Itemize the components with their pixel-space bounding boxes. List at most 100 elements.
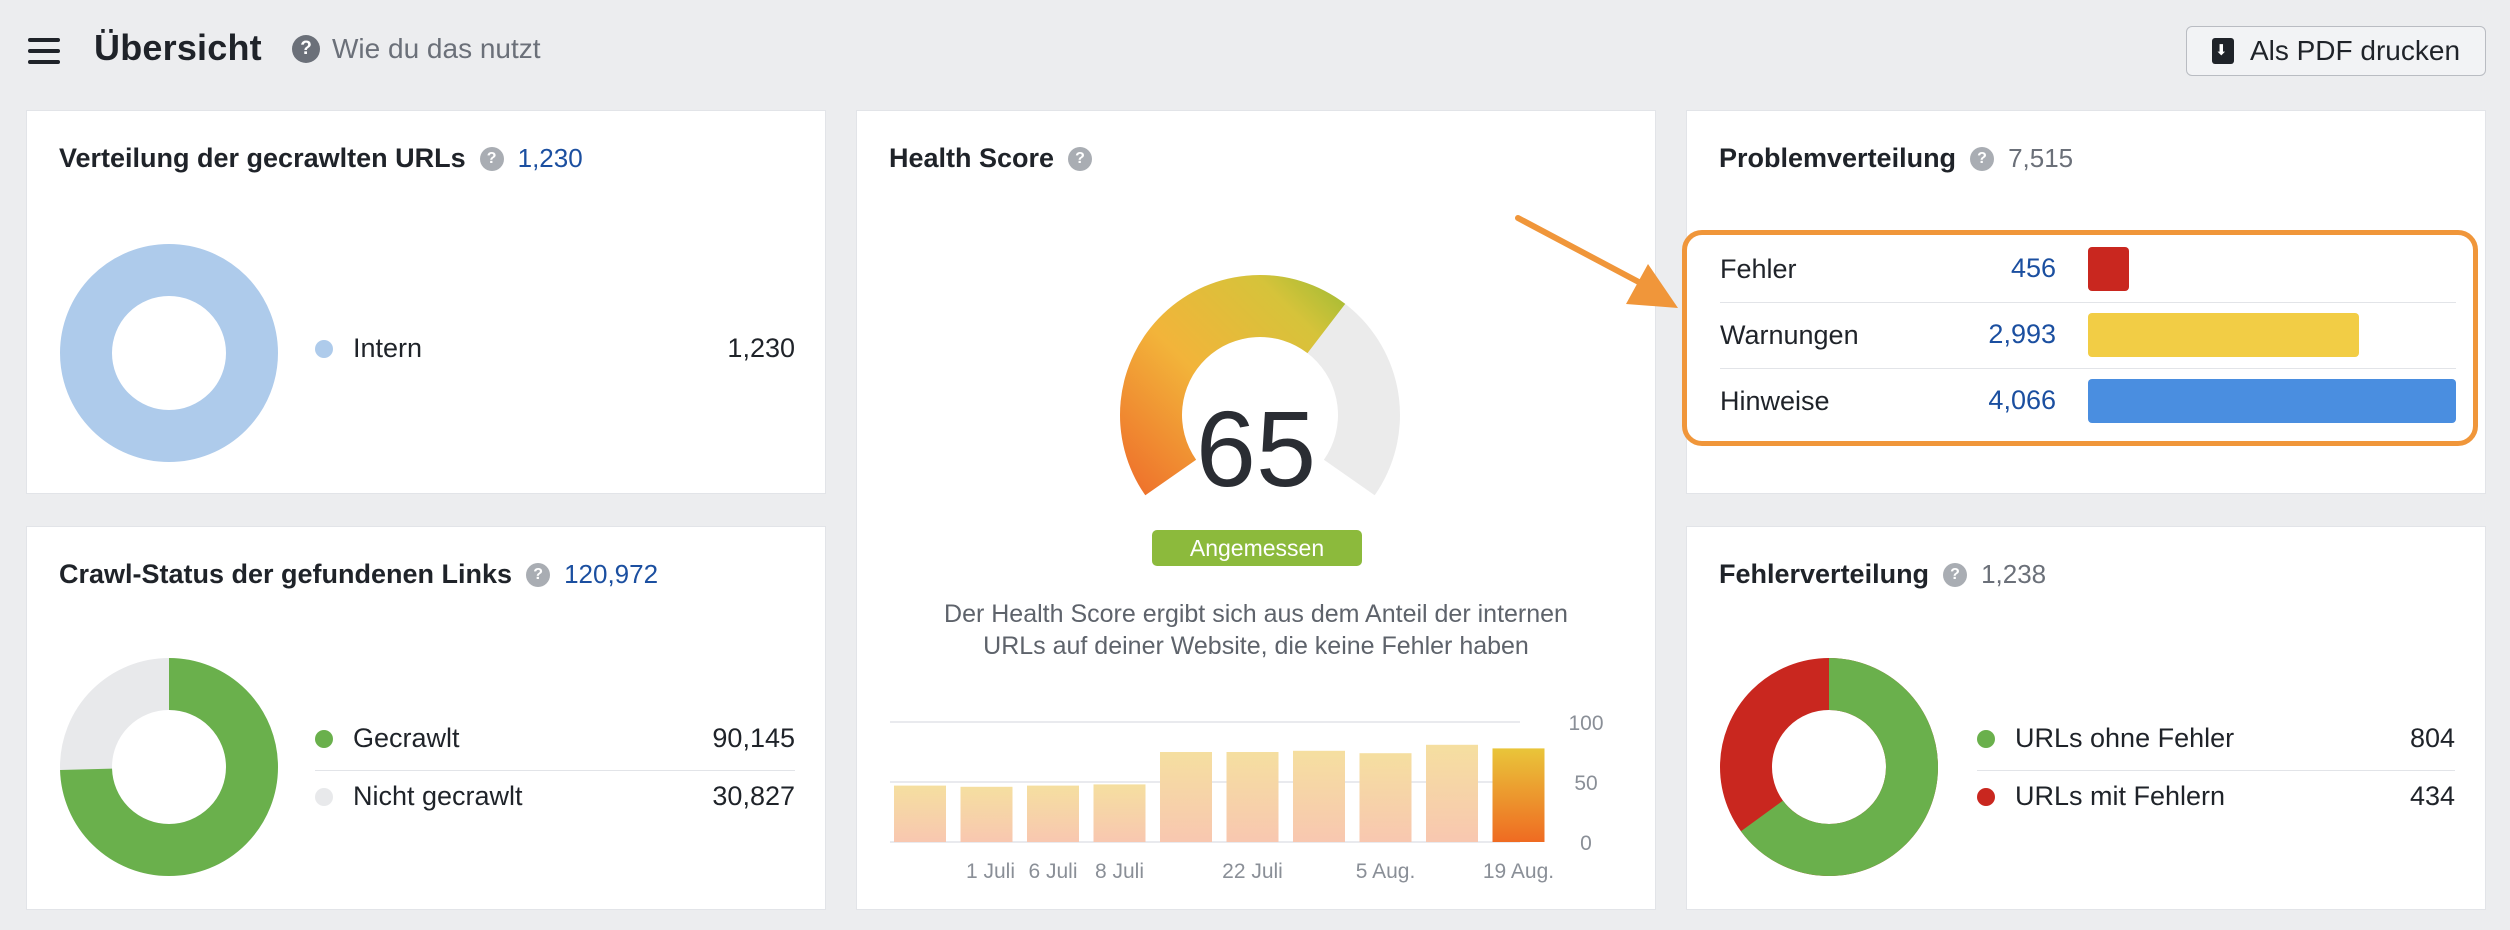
problem-row-hinweise[interactable]: Hinweise	[1720, 368, 2456, 434]
legend-item-not-crawled[interactable]: Nicht gecrawlt 30,827	[315, 781, 795, 812]
crawl-status-title: Crawl-Status der gefundenen Links	[59, 559, 513, 589]
problem-distribution-count: 7,515	[2008, 143, 2074, 173]
crawl-status-count[interactable]: 120,972	[564, 559, 659, 589]
history-bar[interactable]	[1160, 752, 1212, 842]
problem-bar	[2088, 247, 2129, 291]
crawled-urls-count[interactable]: 1,230	[517, 143, 583, 173]
error-distribution-header: Fehlerverteilung ? 1,238	[1719, 559, 2046, 590]
history-bar[interactable]	[960, 786, 1013, 842]
health-score-title: Health Score	[889, 143, 1055, 173]
history-bar[interactable]	[1492, 748, 1545, 842]
history-bar[interactable]	[1093, 784, 1146, 842]
x-tick-label: 1 Juli	[966, 860, 1015, 883]
help-link[interactable]: ? Wie du das nutzt	[292, 33, 541, 65]
crawl-status-header: Crawl-Status der gefundenen Links ? 120,…	[59, 559, 658, 590]
crawled-urls-title: Verteilung der gecrawlten URLs	[59, 143, 466, 173]
legend-dot	[315, 339, 333, 358]
problem-label: Warnungen	[1720, 319, 1859, 350]
legend-label: Gecrawlt	[353, 723, 460, 753]
x-tick-label: 19 Aug.	[1483, 860, 1554, 883]
gauge-fill	[1120, 275, 1346, 496]
problem-count[interactable]: 2,993	[1988, 319, 2056, 349]
history-bar[interactable]	[1226, 752, 1279, 842]
description-line: URLs auf deiner Website, die keine Fehle…	[983, 632, 1529, 660]
page-title: Übersicht	[94, 27, 262, 68]
x-tick-label: 6 Juli	[1028, 860, 1077, 883]
legend-value: 1,230	[727, 333, 795, 363]
history-bar[interactable]	[1027, 785, 1079, 842]
crawled-urls-header: Verteilung der gecrawlten URLs ? 1,230	[59, 143, 583, 174]
highlight-box	[1682, 230, 2478, 446]
crawled-urls-donut	[60, 244, 278, 462]
download-icon	[2211, 38, 2234, 64]
legend-value: 30,827	[712, 781, 795, 811]
crawled-urls-card: Verteilung der gecrawlten URLs ? 1,230 I…	[26, 110, 826, 494]
help-label: Wie du das nutzt	[332, 33, 541, 64]
error-distribution-title: Fehlerverteilung	[1719, 559, 1930, 589]
problem-label: Fehler	[1720, 253, 1797, 284]
crawl-status-donut	[60, 658, 278, 876]
health-status-badge: Angemessen	[1152, 530, 1362, 566]
legend-item-intern[interactable]: Intern 1,230	[315, 333, 795, 364]
problem-label: Hinweise	[1720, 385, 1830, 416]
health-score-description: Der Health Score ergibt sich aus dem Ant…	[856, 598, 1656, 662]
x-tick-label: 22 Juli	[1222, 860, 1283, 883]
problem-distribution-header: Problemverteilung ? 7,515	[1719, 143, 2073, 174]
legend-label: URLs ohne Fehler	[2015, 723, 2235, 753]
divider	[1720, 302, 2456, 303]
health-score-value: 65	[1195, 388, 1317, 509]
legend-dot	[1977, 787, 1995, 806]
health-score-gauge	[1120, 275, 1400, 496]
error-distribution-donut	[1720, 658, 1938, 876]
legend-item-crawled[interactable]: Gecrawlt 90,145	[315, 723, 795, 754]
history-bar[interactable]	[1293, 750, 1345, 842]
problem-count[interactable]: 4,066	[1988, 385, 2056, 415]
problem-distribution-title: Problemverteilung	[1719, 143, 1957, 173]
crawl-status-card: Crawl-Status der gefundenen Links ? 120,…	[26, 526, 826, 910]
problem-bar	[2088, 379, 2456, 423]
problem-row-fehler[interactable]: Fehler	[1720, 236, 2456, 302]
info-icon[interactable]: ?	[526, 562, 551, 587]
divider	[1720, 368, 2456, 369]
legend-value: 90,145	[712, 723, 795, 753]
problem-bar	[2088, 313, 2359, 357]
donut-segment-intern	[60, 244, 278, 462]
legend-item-urls-without-errors[interactable]: URLs ohne Fehler 804	[1977, 723, 2455, 754]
info-icon[interactable]: ?	[1068, 146, 1093, 171]
info-icon[interactable]: ?	[1970, 146, 1995, 171]
print-pdf-button[interactable]: Als PDF drucken	[2186, 26, 2486, 76]
problem-count[interactable]: 456	[2010, 253, 2056, 283]
y-tick-label: 0	[1580, 832, 1592, 855]
description-line: Der Health Score ergibt sich aus dem Ant…	[944, 600, 1568, 628]
info-icon[interactable]: ?	[479, 146, 504, 171]
menu-icon[interactable]	[28, 38, 60, 64]
health-history-chart: 100 50 0 1 Juli 6 Juli 8 Juli 22 Juli 5 Aug. 19 …	[890, 715, 1604, 883]
history-bar[interactable]	[1426, 744, 1478, 842]
print-pdf-label: Als PDF drucken	[2249, 35, 2461, 66]
y-tick-label: 100	[1568, 715, 1603, 735]
help-icon: ?	[292, 35, 320, 63]
error-distribution-count: 1,238	[1981, 559, 2047, 589]
x-tick-label: 5 Aug.	[1356, 860, 1416, 883]
legend-value: 804	[2409, 723, 2455, 753]
legend-label: Nicht gecrawlt	[353, 781, 523, 811]
donut-segment-crawled	[60, 658, 278, 876]
divider	[315, 770, 795, 771]
problem-row-warnungen[interactable]: Warnungen	[1720, 302, 2456, 368]
y-tick-label: 50	[1574, 772, 1597, 795]
legend-label: URLs mit Fehlern	[2015, 781, 2226, 811]
legend-dot	[315, 787, 333, 806]
legend-dot	[1977, 729, 1995, 748]
legend-label: Intern	[353, 333, 423, 363]
donut-segment-without-errors	[1720, 658, 1938, 876]
history-bar[interactable]	[1359, 753, 1412, 842]
info-icon[interactable]: ?	[1943, 562, 1968, 587]
annotation-arrow	[1515, 215, 1678, 308]
health-score-header: Health Score ?	[889, 143, 1093, 174]
x-tick-label: 8 Juli	[1095, 860, 1144, 883]
error-distribution-card: Fehlerverteilung ? 1,238 URLs ohne Fehle…	[1686, 526, 2486, 910]
legend-item-urls-with-errors[interactable]: URLs mit Fehlern 434	[1977, 781, 2455, 812]
history-bar[interactable]	[894, 785, 946, 842]
legend-dot	[315, 729, 333, 748]
legend-value: 434	[2409, 781, 2455, 811]
